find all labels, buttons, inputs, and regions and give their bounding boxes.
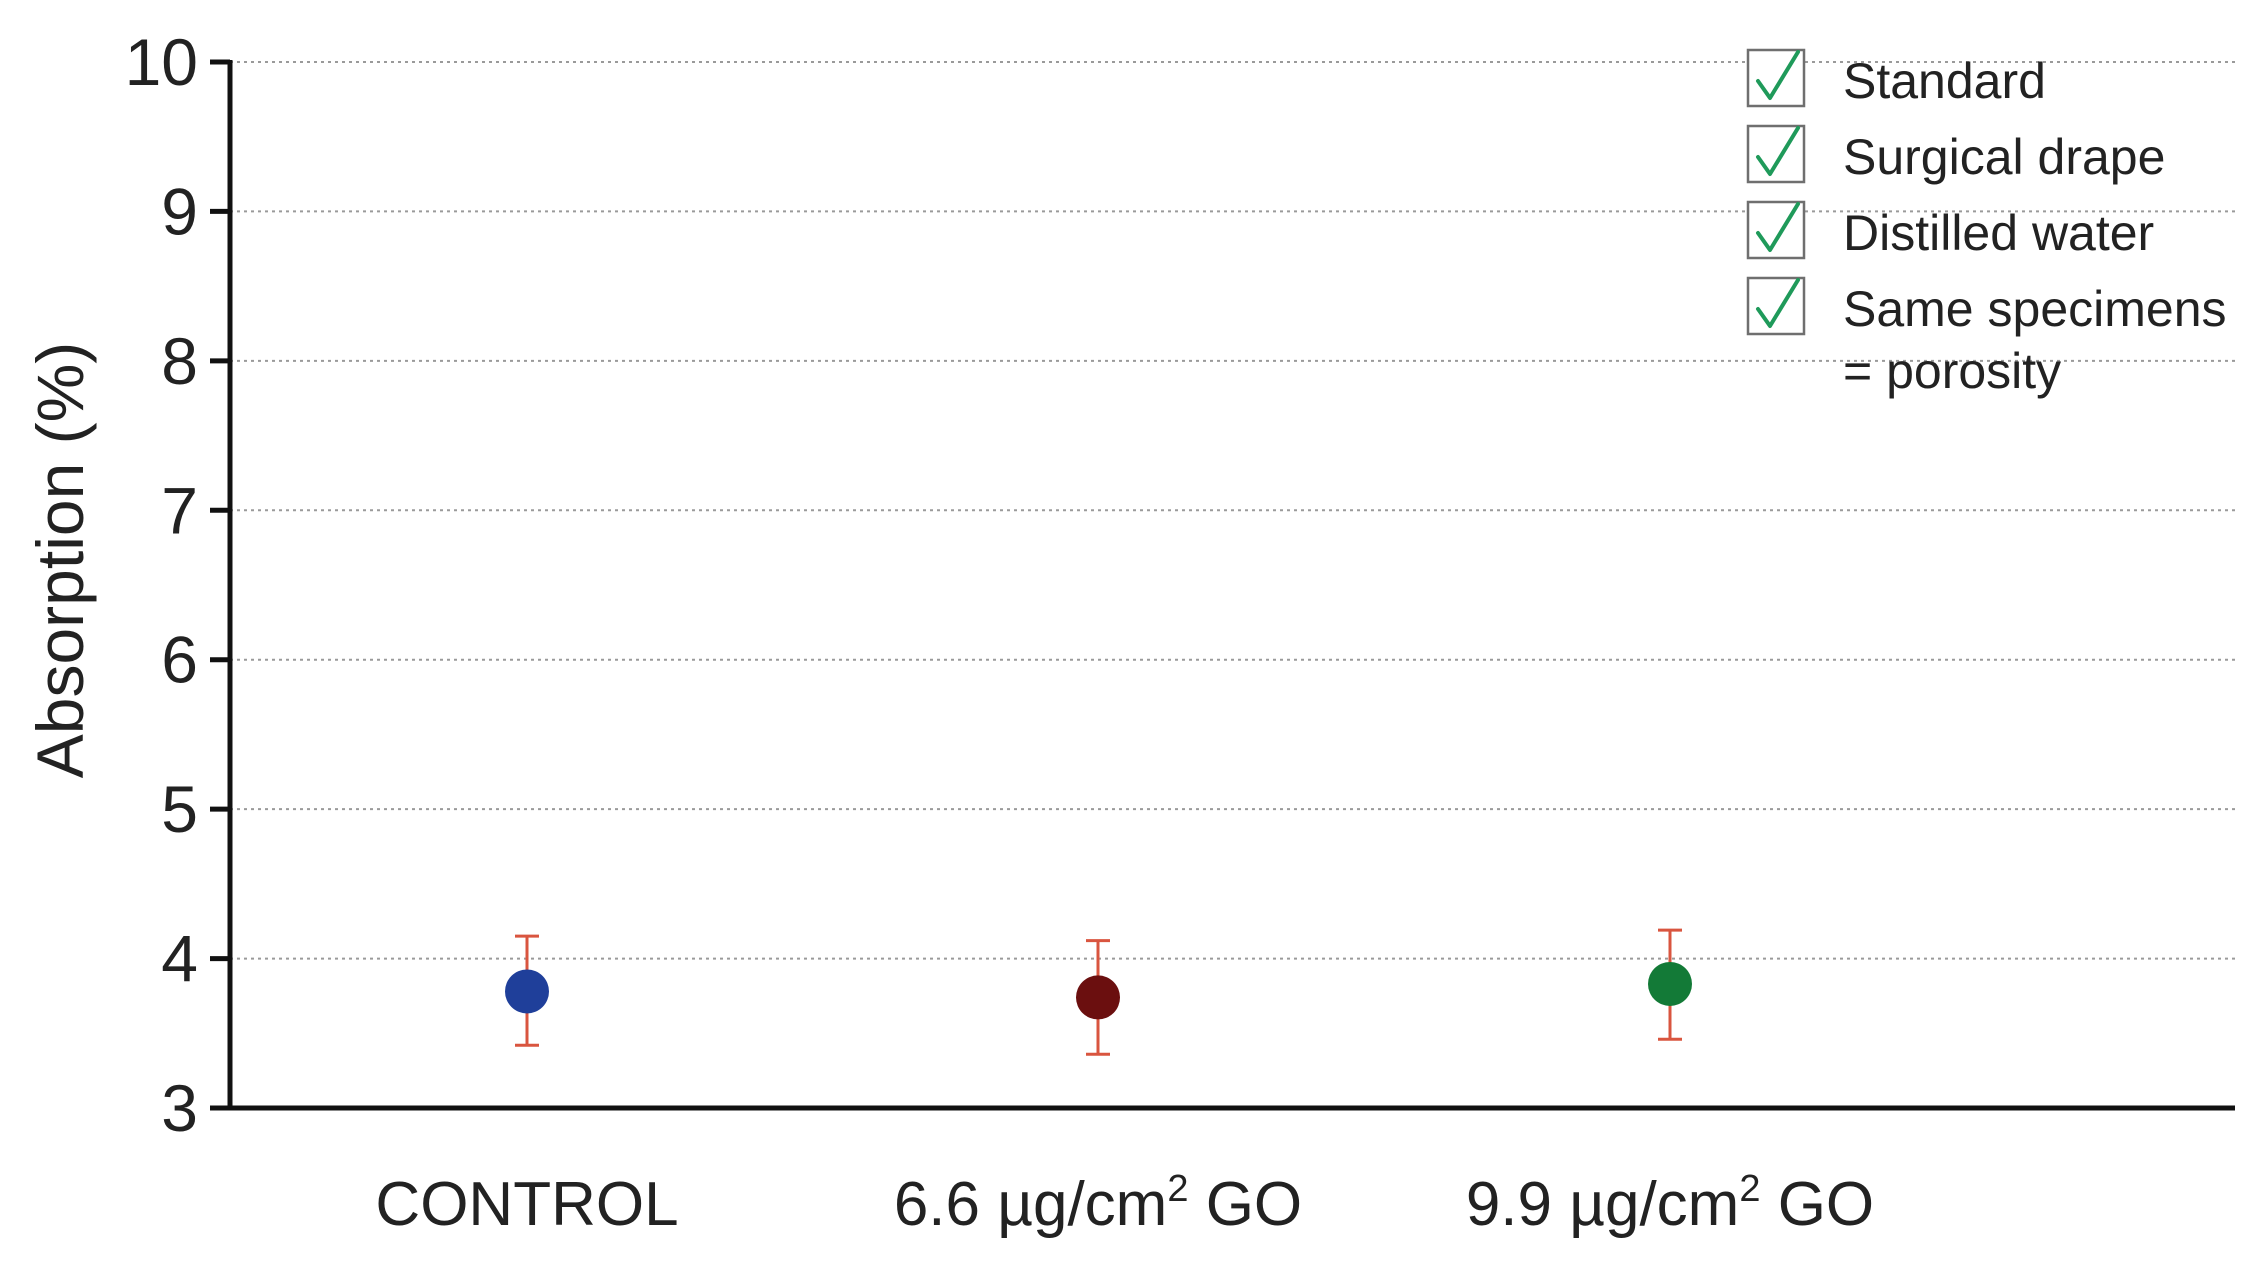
y-tick-label-5: 5 <box>161 772 198 846</box>
gridlines <box>230 61 2235 960</box>
data-points <box>505 928 1692 1056</box>
data-point-3 <box>1648 961 1692 1006</box>
y-tick-labels: 3 4 5 6 7 8 9 10 <box>125 25 198 1145</box>
y-tick-label-8: 8 <box>161 324 198 398</box>
checkmark-icon <box>1756 126 1800 176</box>
checkmark-icon <box>1756 50 1800 100</box>
y-tick-label-7: 7 <box>161 473 198 547</box>
x-category-label-2: 6.6 µg/cm2 GO <box>894 1168 1302 1239</box>
legend-label-4-2: = porosity <box>1843 343 2061 399</box>
legend-label-3-1: Distilled water <box>1843 205 2154 261</box>
legend-item-3: Distilled water <box>1746 200 2154 261</box>
y-axis-title: Absorption (%) <box>23 342 97 779</box>
legend-item-4: Same specimens = porosity <box>1746 276 2227 399</box>
axes <box>210 59 2235 1111</box>
legend-label-2-1: Surgical drape <box>1843 129 2165 185</box>
y-axis-title-group: Absorption (%) <box>23 342 97 779</box>
legend-label-1-1: Standard <box>1843 53 2046 109</box>
y-tick-label-3: 3 <box>161 1071 198 1145</box>
legend-label-4-1: Same specimens <box>1843 281 2227 337</box>
data-point-group-1 <box>505 934 549 1047</box>
data-point-group-3 <box>1648 928 1692 1041</box>
y-tick-label-6: 6 <box>161 623 198 697</box>
legend-item-2: Surgical drape <box>1746 124 2165 185</box>
legend-item-1: Standard <box>1746 48 2046 109</box>
y-tick-label-10: 10 <box>125 25 198 99</box>
x-category-labels: CONTROL 6.6 µg/cm2 GO 9.9 µg/cm2 GO <box>375 1168 1874 1239</box>
checkmark-icon <box>1756 202 1800 252</box>
data-point-2 <box>1076 975 1120 1020</box>
x-category-label-3: 9.9 µg/cm2 GO <box>1466 1168 1874 1239</box>
legend: Standard Surgical drape Distilled water Sam… <box>1746 48 2227 399</box>
x-category-label-1: CONTROL <box>375 1170 678 1239</box>
data-point-1 <box>505 969 549 1014</box>
y-tick-label-9: 9 <box>161 174 198 248</box>
checkmark-icon <box>1756 278 1800 328</box>
data-point-group-2 <box>1076 939 1120 1056</box>
y-tick-label-4: 4 <box>161 922 198 996</box>
